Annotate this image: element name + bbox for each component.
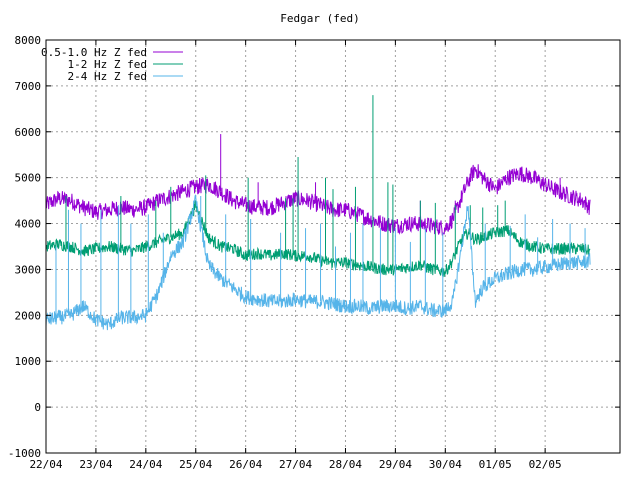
series-line bbox=[45, 164, 591, 236]
y-tick-label: 4000 bbox=[15, 218, 42, 231]
series-0 bbox=[45, 134, 591, 236]
axes: -1000 0 1000 2000 3000 4000 5000 6000 7000 8000 22… bbox=[8, 34, 620, 471]
y-tick-label: 3000 bbox=[15, 263, 42, 276]
y-tick-label: 8000 bbox=[15, 34, 42, 47]
series-line bbox=[45, 199, 591, 279]
x-tick-label: 25/04 bbox=[179, 458, 212, 471]
x-tick-label: 29/04 bbox=[379, 458, 412, 471]
y-tick-label: 1000 bbox=[15, 355, 42, 368]
y-tick-label: -1000 bbox=[8, 447, 41, 460]
x-tick-label: 27/04 bbox=[279, 458, 312, 471]
x-tick-label: 02/05 bbox=[529, 458, 562, 471]
x-tick-label: 01/05 bbox=[479, 458, 512, 471]
y-tick-label: 2000 bbox=[15, 309, 42, 322]
x-tick-label: 23/04 bbox=[79, 458, 112, 471]
y-tick-label: 0 bbox=[34, 401, 41, 414]
y-tick-label: 6000 bbox=[15, 126, 42, 139]
x-tick-label: 22/04 bbox=[29, 458, 62, 471]
legend-label: 0.5-1.0 Hz Z fed bbox=[41, 46, 147, 59]
x-tick-label: 26/04 bbox=[229, 458, 262, 471]
legend-label: 1-2 Hz Z fed bbox=[68, 58, 147, 71]
y-tick-label: 7000 bbox=[15, 80, 42, 93]
series-layer bbox=[45, 95, 591, 331]
chart-title: Fedgar (fed) bbox=[280, 12, 359, 25]
legend-label: 2-4 Hz Z fed bbox=[68, 70, 147, 83]
plot-frame bbox=[45, 39, 621, 454]
x-tick-label: 28/04 bbox=[329, 458, 362, 471]
series-line bbox=[45, 194, 591, 331]
y-tick-label: 5000 bbox=[15, 172, 42, 185]
x-tick-label: 24/04 bbox=[129, 458, 162, 471]
series-1 bbox=[45, 95, 591, 279]
x-tick-label: 30/04 bbox=[429, 458, 462, 471]
series-2 bbox=[45, 194, 591, 331]
